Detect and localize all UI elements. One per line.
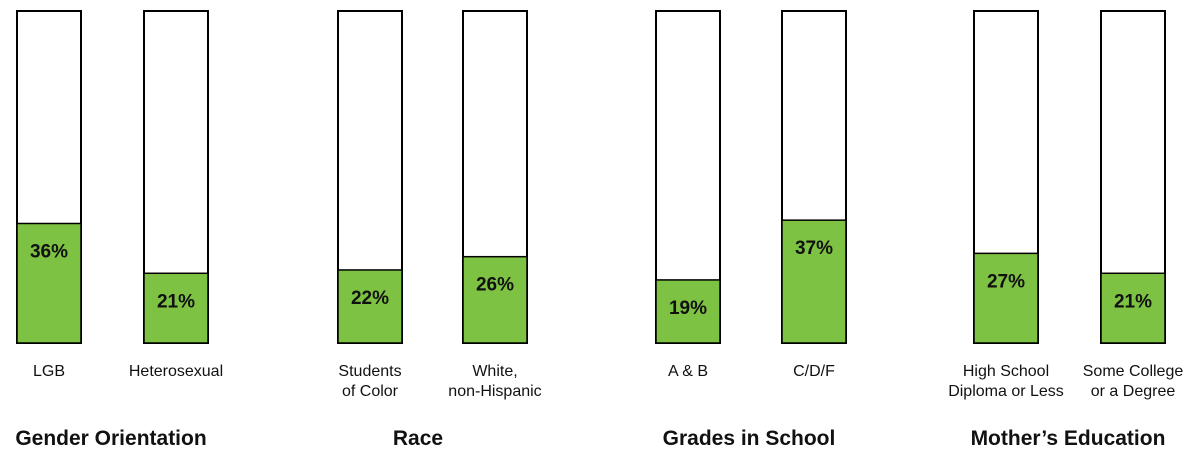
bar: [1100, 272, 1166, 344]
category-label: A & B: [668, 363, 708, 380]
data-label: 26%: [476, 275, 514, 296]
category-label: of Color: [342, 383, 399, 400]
category-label: Students: [338, 363, 401, 380]
data-label: 19%: [669, 298, 707, 319]
group-title: Grades in School: [663, 427, 836, 449]
group-title: Race: [393, 427, 443, 449]
bar: [781, 219, 847, 344]
data-label: 22%: [351, 288, 389, 309]
category-label: White,: [472, 363, 517, 380]
category-label: Heterosexual: [129, 363, 223, 380]
category-label: Some College: [1083, 363, 1184, 380]
data-label: 36%: [30, 241, 68, 262]
bar: [143, 272, 209, 344]
group-title: Gender Orientation: [15, 427, 206, 449]
category-label: Diploma or Less: [948, 383, 1064, 400]
bar: [973, 252, 1039, 344]
category-label: High School: [963, 363, 1049, 380]
data-label: 37%: [795, 238, 833, 259]
bar: [655, 279, 721, 344]
category-label: C/D/F: [793, 363, 835, 380]
bar: [462, 255, 528, 344]
bar: [337, 269, 403, 344]
data-label: 21%: [157, 291, 195, 312]
bar: [16, 222, 82, 344]
data-label: 27%: [987, 271, 1025, 292]
group-title: Mother’s Education: [971, 427, 1166, 449]
category-label: or a Degree: [1091, 383, 1176, 400]
category-label: non-Hispanic: [448, 383, 541, 400]
data-label: 21%: [1114, 291, 1152, 312]
category-label: LGB: [33, 363, 65, 380]
